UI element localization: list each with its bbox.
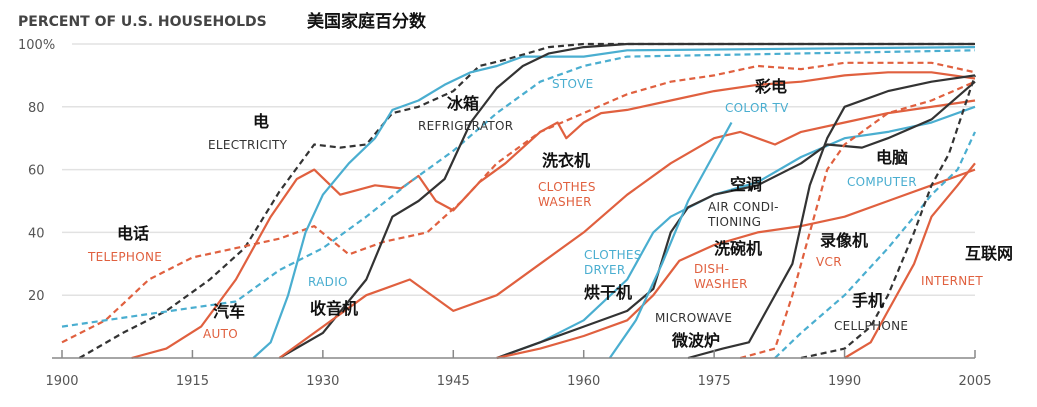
series-line-dishwasher bbox=[496, 168, 976, 360]
series-line-refrigerator bbox=[278, 42, 975, 359]
x-tick-label: 1975 bbox=[698, 374, 731, 389]
series-label-dishwasher: DISH-WASHER bbox=[694, 262, 748, 291]
x-tick-label: 1900 bbox=[45, 374, 78, 389]
series-line-color_tv bbox=[608, 121, 733, 359]
y-tick-label: 20 bbox=[28, 289, 45, 304]
series-label-air_conditioning: AIR CONDI-TIONING bbox=[707, 200, 779, 229]
series-label-zh-microwave: 微波炉 bbox=[671, 331, 720, 350]
series-line-computer bbox=[774, 131, 976, 359]
series-line-radio bbox=[252, 46, 976, 359]
series-label-zh-dishwasher: 洗碗机 bbox=[714, 239, 762, 258]
series-label-microwave: MICROWAVE bbox=[655, 311, 732, 325]
series-label-zh-color_tv: 彩电 bbox=[754, 77, 787, 96]
series-line-microwave bbox=[687, 74, 976, 360]
series-line-air_conditioning bbox=[496, 80, 976, 360]
series-label-auto: AUTO bbox=[203, 327, 238, 341]
series-label-zh-radio: 收音机 bbox=[310, 299, 358, 318]
series-line-internet bbox=[844, 162, 976, 359]
chart-title: PERCENT OF U.S. HOUSEHOLDS bbox=[18, 14, 267, 30]
series-label-vcr: VCR bbox=[816, 255, 842, 269]
y-tick-label: 100% bbox=[18, 38, 55, 53]
series-label-zh-clothes_washer: 洗衣机 bbox=[542, 151, 590, 170]
series-label-radio: RADIO bbox=[308, 275, 348, 289]
series-label-clothes_washer: CLOTHES WASHER bbox=[538, 180, 596, 209]
y-tick-label: 60 bbox=[28, 164, 45, 179]
series-line-vcr bbox=[739, 80, 976, 360]
series-label-electricity: ELECTRICITY bbox=[208, 138, 288, 152]
series-line-stove bbox=[61, 49, 976, 328]
series-label-zh-computer: 电脑 bbox=[876, 148, 908, 167]
series-label-internet: INTERNET bbox=[921, 274, 983, 288]
series-label-zh-refrigerator: 冰箱 bbox=[447, 94, 479, 113]
x-tick-label: 2005 bbox=[958, 374, 991, 389]
x-tick-label: 1990 bbox=[828, 374, 861, 389]
x-tick-label: 1960 bbox=[567, 374, 600, 389]
series-label-zh-electricity: 电 bbox=[253, 112, 269, 131]
series-label-stove: STOVE bbox=[552, 77, 593, 91]
series-label-zh-vcr: 录像机 bbox=[820, 231, 868, 250]
chart-title-zh: 美国家庭百分数 bbox=[307, 11, 427, 32]
series-label-telephone: TELEPHONE bbox=[87, 250, 162, 264]
y-tick-label: 40 bbox=[28, 226, 45, 241]
series-label-cellphone: CELLPHONE bbox=[834, 319, 908, 333]
x-tick-label: 1915 bbox=[176, 374, 209, 389]
series-label-zh-internet: 互联网 bbox=[965, 244, 1013, 263]
series-label-computer: COMPUTER bbox=[847, 175, 917, 189]
series-line-clothes_washer bbox=[278, 99, 976, 359]
series-label-zh-telephone: 电话 bbox=[117, 224, 149, 243]
series-label-zh-air_conditioning: 空调 bbox=[730, 175, 762, 194]
y-tick-label: 80 bbox=[28, 101, 45, 116]
x-tick-label: 1945 bbox=[437, 374, 470, 389]
series-label-color_tv: COLOR TV bbox=[725, 101, 789, 115]
series-label-refrigerator: REFRIGERATOR bbox=[418, 119, 513, 133]
series-label-zh-clothes_dryer: 烘干机 bbox=[584, 283, 632, 302]
series-line-electricity bbox=[78, 42, 975, 359]
series-label-clothes_dryer: CLOTHES DRYER bbox=[584, 248, 642, 277]
series-label-zh-cellphone: 手机 bbox=[852, 291, 884, 310]
series-label-zh-auto: 汽车 bbox=[213, 302, 245, 321]
series-line-cellphone bbox=[800, 75, 977, 360]
series-line-auto bbox=[131, 71, 976, 360]
x-tick-label: 1930 bbox=[306, 374, 339, 389]
